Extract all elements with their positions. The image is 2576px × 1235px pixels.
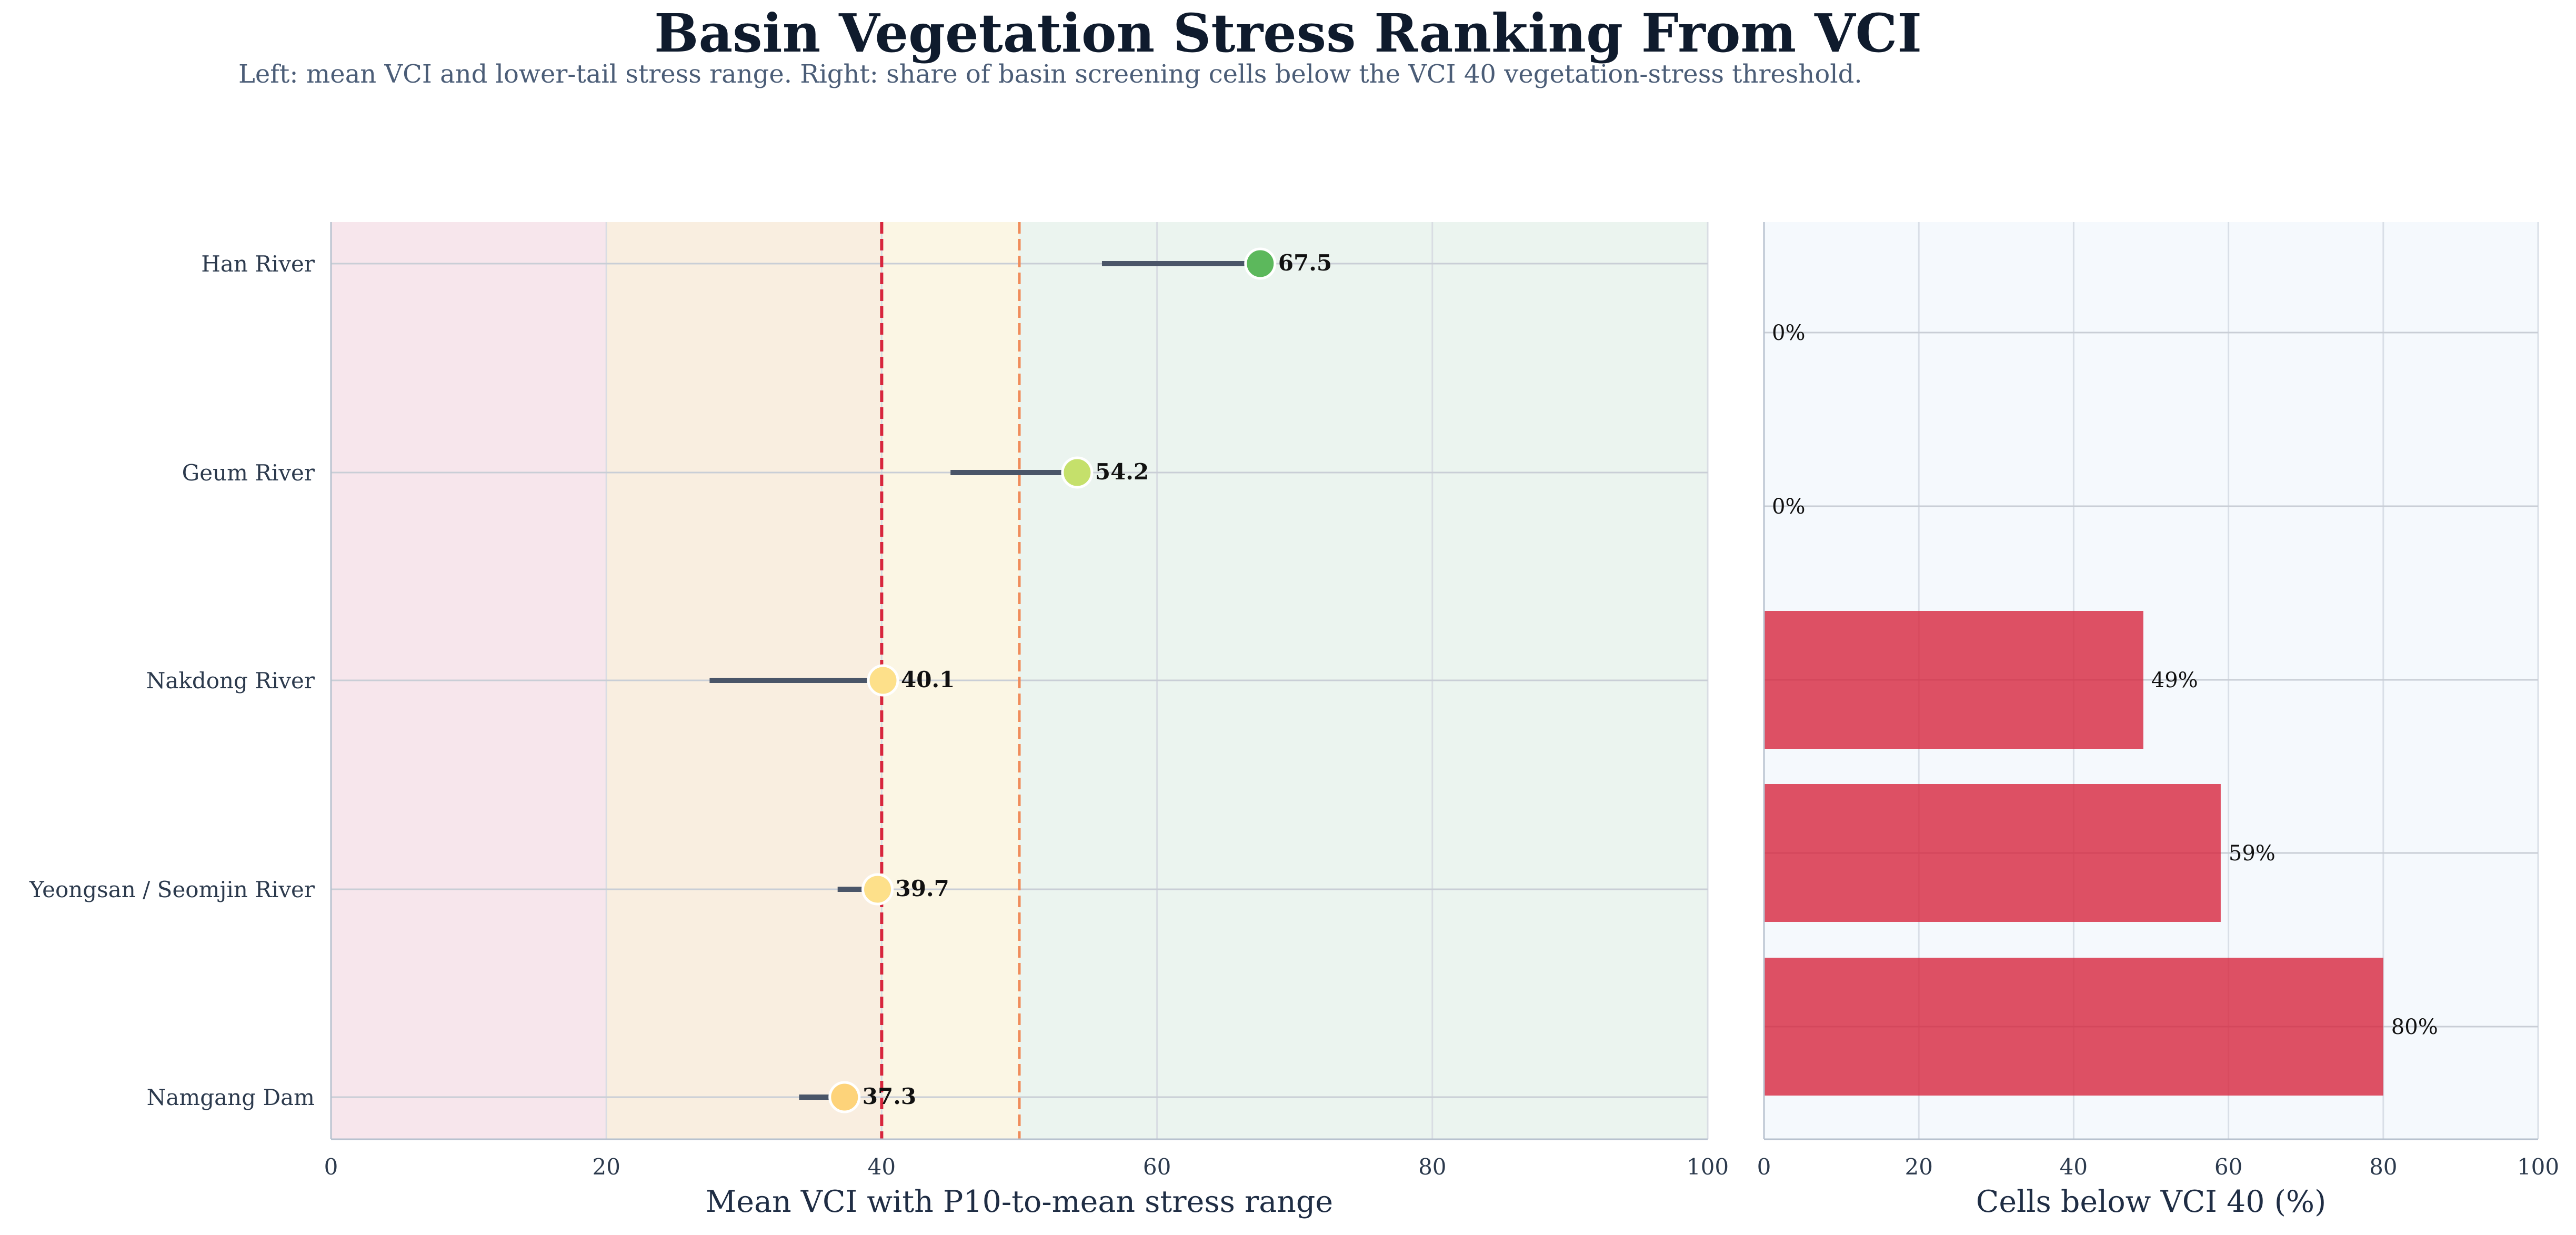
mean-vci-value-label: 67.5 xyxy=(1278,250,1332,276)
right-x-tick-label: 0 xyxy=(1757,1154,1771,1180)
right-x-axis-label: Cells below VCI 40 (%) xyxy=(1976,1184,2327,1219)
mean-vci-point xyxy=(1244,247,1277,280)
left-x-tick-label: 40 xyxy=(868,1154,896,1180)
mean-vci-point xyxy=(867,664,899,697)
stress-share-label: 49% xyxy=(2151,668,2198,692)
stress-share-label: 0% xyxy=(1772,495,1805,519)
stress-share-bar xyxy=(1764,958,2383,1096)
category-label: Geum River xyxy=(182,460,315,486)
mean-vci-point xyxy=(1061,456,1094,489)
stress-share-label: 0% xyxy=(1772,321,1805,345)
left-x-axis-label: Mean VCI with P10-to-mean stress range xyxy=(706,1184,1333,1219)
left-x-tick-label: 80 xyxy=(1418,1154,1446,1180)
right-x-tick-label: 100 xyxy=(2517,1154,2559,1180)
right-x-tick-label: 40 xyxy=(2060,1154,2088,1180)
right-x-tick-label: 20 xyxy=(1905,1154,1932,1180)
chart-title: Basin Vegetation Stress Ranking From VCI xyxy=(654,2,1922,64)
category-label: Yeongsan / Seomjin River xyxy=(29,877,315,902)
mean-vci-value-label: 40.1 xyxy=(901,667,955,692)
mean-vci-value-label: 39.7 xyxy=(896,876,949,901)
stress-share-bar xyxy=(1764,611,2143,749)
stress-share-label: 80% xyxy=(2391,1015,2438,1039)
stress-share-label: 59% xyxy=(2229,841,2276,866)
right-x-tick-label: 80 xyxy=(2369,1154,2397,1180)
mean-vci-value-label: 37.3 xyxy=(863,1083,916,1109)
category-label: Han River xyxy=(201,251,315,277)
left-x-tick-label: 0 xyxy=(324,1154,338,1180)
left-x-tick-label: 20 xyxy=(592,1154,620,1180)
stress-share-bar xyxy=(1764,784,2221,922)
left-x-tick-label: 60 xyxy=(1143,1154,1171,1180)
chart-subtitle: Left: mean VCI and lower-tail stress ran… xyxy=(238,59,1862,89)
left-x-tick-label: 100 xyxy=(1687,1154,1729,1180)
category-label: Namgang Dam xyxy=(147,1085,315,1110)
mean-vci-value-label: 54.2 xyxy=(1095,459,1149,485)
category-label: Nakdong River xyxy=(146,668,315,694)
right-x-tick-label: 60 xyxy=(2214,1154,2242,1180)
mean-vci-point xyxy=(861,873,894,906)
mean-vci-point xyxy=(828,1081,861,1113)
